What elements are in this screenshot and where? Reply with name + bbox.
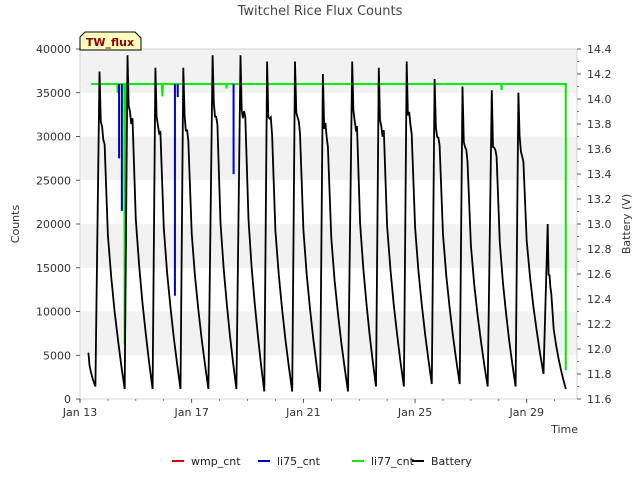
y-axis-title: Counts xyxy=(9,205,22,244)
y2-tick-label: 12.2 xyxy=(587,318,612,331)
y-tick-label: 35000 xyxy=(36,87,71,100)
y2-tick-label: 13.8 xyxy=(587,118,612,131)
background-band xyxy=(80,224,577,268)
x-tick-label: Jan 21 xyxy=(285,406,320,419)
y2-tick-label: 13.2 xyxy=(587,193,612,206)
right-axis: 11.6 11.8 12.0 12.2 12.4 12.6 12.8 13.0 13.2 13.4… xyxy=(577,43,612,406)
y-tick-label: 25000 xyxy=(36,174,71,187)
x-tick-label: Jan 17 xyxy=(173,406,208,419)
x-tick-label: Jan 29 xyxy=(509,406,544,419)
x-axis: Jan 13 Jan 17 Jan 21 Jan 25 Jan 29 xyxy=(62,399,555,419)
y2-tick-label: 13.0 xyxy=(587,218,612,231)
y-tick-label: 40000 xyxy=(36,43,71,56)
y2-tick-label: 12.8 xyxy=(587,243,612,256)
y-tick-label: 0 xyxy=(64,393,71,406)
y2-tick-label: 13.6 xyxy=(587,143,612,156)
y2-axis-title: Battery (V) xyxy=(620,194,633,254)
y2-tick-label: 13.4 xyxy=(587,168,612,181)
y-tick-label: 15000 xyxy=(36,262,71,275)
y2-tick-label: 11.8 xyxy=(587,368,612,381)
y-tick-label: 20000 xyxy=(36,218,71,231)
battery-series-line xyxy=(87,55,567,392)
x-tick-label: Jan 25 xyxy=(397,406,432,419)
background-band xyxy=(80,267,577,312)
legend-label: li77_cnt xyxy=(371,455,415,468)
background-band xyxy=(80,355,577,399)
background-band xyxy=(80,311,577,356)
y-tick-label: 5000 xyxy=(43,349,71,362)
legend-label: li75_cnt xyxy=(277,455,321,468)
legend-label: Battery xyxy=(431,455,472,468)
left-axis: 0 5000 10000 15000 20000 25000 30000 35000 40000 xyxy=(36,43,80,406)
site-badge-shape xyxy=(79,31,142,51)
chart-title: Twitchel Rice Flux Counts xyxy=(237,4,403,19)
y2-tick-label: 12.6 xyxy=(587,268,612,281)
y2-tick-label: 12.4 xyxy=(587,293,612,306)
y-tick-label: 30000 xyxy=(36,131,71,144)
y2-tick-label: 12.0 xyxy=(587,343,612,356)
y2-tick-label: 14.2 xyxy=(587,68,612,81)
legend: wmp_cnt li75_cnt li77_cnt Battery xyxy=(172,455,472,468)
site-badge-label: TW_flux xyxy=(86,36,134,49)
li77-cnt-series-line xyxy=(91,83,567,371)
x-tick-label: Jan 13 xyxy=(62,406,97,419)
y2-tick-label: 14.0 xyxy=(587,93,612,106)
x-axis-title: Time xyxy=(550,423,578,436)
y-tick-label: 10000 xyxy=(36,306,71,319)
legend-label: wmp_cnt xyxy=(191,455,241,468)
site-badge: TW_flux xyxy=(79,31,142,51)
y2-tick-label: 14.4 xyxy=(587,43,612,56)
series-layer xyxy=(87,55,567,392)
y2-tick-label: 11.6 xyxy=(587,393,612,406)
background-band xyxy=(80,92,577,137)
